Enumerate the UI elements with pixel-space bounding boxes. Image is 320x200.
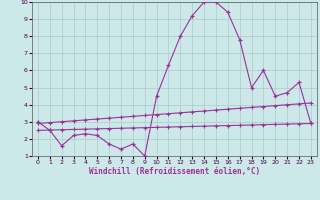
X-axis label: Windchill (Refroidissement éolien,°C): Windchill (Refroidissement éolien,°C) [89, 167, 260, 176]
